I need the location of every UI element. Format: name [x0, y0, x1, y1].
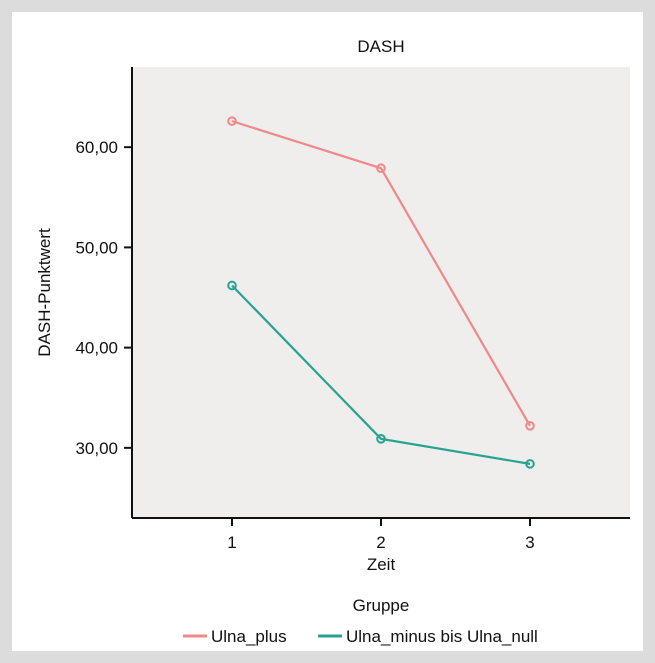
- legend-item: Ulna_plus: [183, 627, 287, 646]
- legend-label: Ulna_plus: [211, 627, 287, 646]
- y-tick-label: 60,00: [75, 138, 118, 157]
- series-1: [227, 116, 535, 431]
- series-group: [227, 116, 535, 469]
- y-axis-label: DASH-Punktwert: [35, 228, 54, 357]
- series-2: [227, 280, 535, 469]
- x-tick-label: 3: [525, 533, 534, 552]
- legend-label: Ulna_minus bis Ulna_null: [346, 627, 538, 646]
- series-line: [231, 120, 531, 427]
- plot-area: [132, 67, 630, 518]
- data-point: [376, 434, 386, 444]
- data-point: [525, 420, 535, 431]
- y-tick-label: 30,00: [75, 439, 118, 458]
- x-tick-label: 2: [376, 533, 385, 552]
- series-line: [231, 284, 531, 465]
- y-tick-label: 50,00: [75, 238, 118, 257]
- x-axis-label: Zeit: [367, 555, 396, 574]
- legend-title: Gruppe: [353, 596, 410, 615]
- y-axis-ticks: 30,00 40,00 50,00 60,00: [75, 138, 132, 458]
- x-tick-label: 1: [227, 533, 236, 552]
- legend-item: Ulna_minus bis Ulna_null: [318, 627, 538, 646]
- y-tick-label: 40,00: [75, 339, 118, 358]
- x-axis-ticks: 1 2 3: [227, 518, 535, 552]
- data-point: [227, 280, 237, 291]
- data-point: [376, 163, 386, 174]
- legend: Ulna_plus Ulna_minus bis Ulna_null: [183, 627, 538, 646]
- data-point: [525, 459, 535, 469]
- chart-title: DASH: [357, 37, 404, 56]
- data-point: [227, 116, 237, 126]
